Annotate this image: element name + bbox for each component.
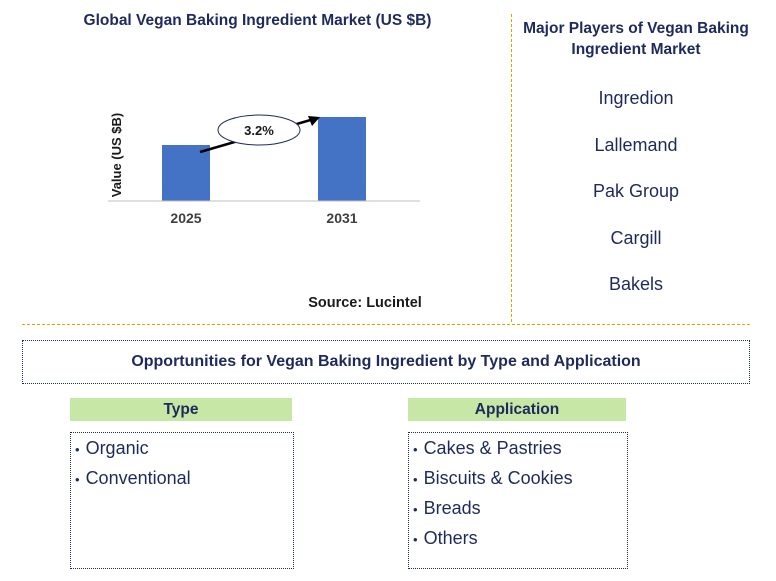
list-item: • Biscuits & Cookies xyxy=(413,465,627,495)
cagr-bubble xyxy=(217,114,301,146)
list-item: • Organic xyxy=(75,435,293,465)
list-item-label: Breads xyxy=(423,498,481,518)
bullet-icon: • xyxy=(413,442,418,457)
players-list: Ingredion Lallemand Pak Group Cargill Ba… xyxy=(522,88,750,321)
bar-chart: Value (US $B) 2025 2031 3.2% xyxy=(108,113,420,226)
x-tick-label: 2025 xyxy=(170,210,201,226)
list-item: • Conventional xyxy=(75,465,293,495)
opportunities-title: Opportunities for Vegan Baking Ingredien… xyxy=(131,353,641,370)
bullet-icon: • xyxy=(413,472,418,487)
player-item: Cargill xyxy=(610,227,662,248)
cagr-label: 3.2% xyxy=(244,123,274,138)
list-item-label: Others xyxy=(423,528,478,548)
list-item: • Breads xyxy=(413,495,627,525)
player-item: Lallemand xyxy=(594,134,678,155)
application-header-label: Application xyxy=(474,400,560,418)
y-axis-label: Value (US $B) xyxy=(109,113,124,198)
players-title: Major Players of Vegan Baking Ingredient… xyxy=(523,20,749,58)
player-item: Pak Group xyxy=(592,181,680,201)
type-box: • Organic • Conventional xyxy=(70,432,294,569)
bullet-icon: • xyxy=(75,472,80,487)
bullet-icon: • xyxy=(413,532,418,547)
x-tick-label: 2031 xyxy=(326,210,357,226)
player-item: Ingredion xyxy=(598,88,674,108)
list-item-label: Organic xyxy=(85,438,149,458)
list-item: • Cakes & Pastries xyxy=(413,435,627,465)
bullet-icon: • xyxy=(413,502,418,517)
opportunities-banner: Opportunities for Vegan Baking Ingredien… xyxy=(22,340,750,384)
arrow-head-icon xyxy=(308,116,320,126)
source-label: Source: Lucintel xyxy=(308,295,422,311)
vertical-divider xyxy=(511,14,512,322)
cagr-annotation: 3.2% xyxy=(199,114,320,154)
chart-title: Global Vegan Baking Ingredient Market (U… xyxy=(83,12,432,29)
bar-2031 xyxy=(318,117,366,201)
horizontal-divider xyxy=(22,324,750,325)
bar-2025 xyxy=(162,145,210,201)
list-item: • Others xyxy=(413,525,627,555)
application-header: Application xyxy=(408,398,626,421)
list-item-label: Biscuits & Cookies xyxy=(423,468,573,488)
type-header-label: Type xyxy=(163,400,199,418)
type-header: Type xyxy=(70,398,292,421)
list-item-label: Cakes & Pastries xyxy=(423,438,562,458)
bullet-icon: • xyxy=(75,442,80,457)
player-item: Bakels xyxy=(608,274,664,294)
list-item-label: Conventional xyxy=(85,468,191,488)
application-box: • Cakes & Pastries • Biscuits & Cookies • B… xyxy=(408,432,628,569)
